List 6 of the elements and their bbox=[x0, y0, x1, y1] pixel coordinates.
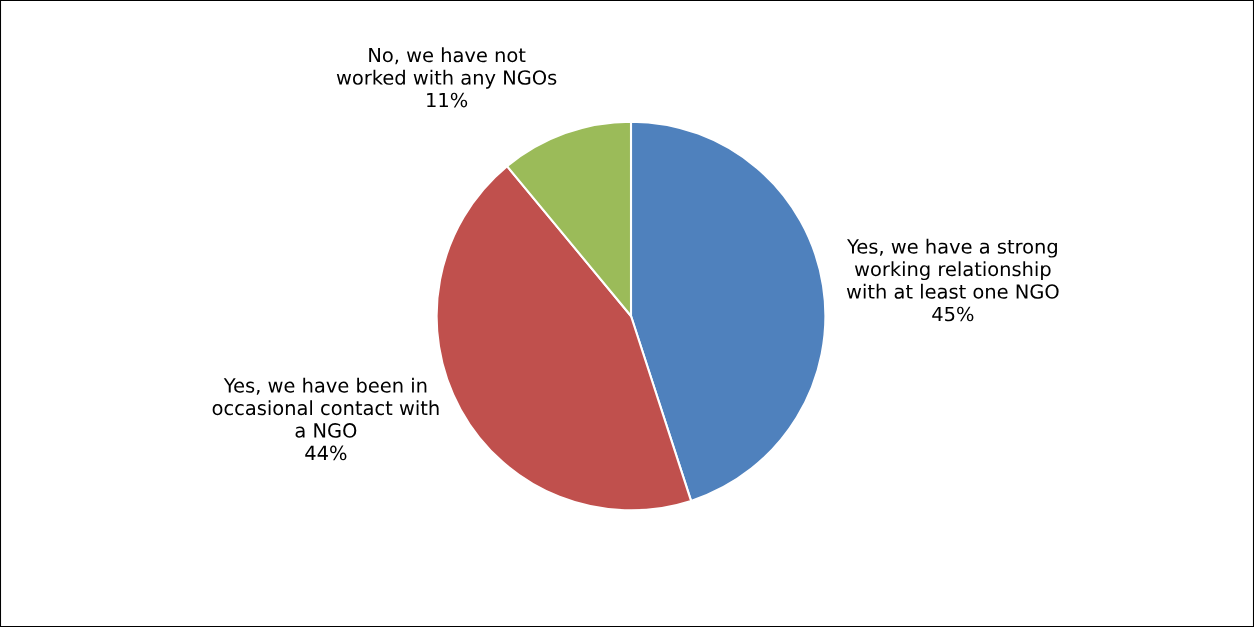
data-label: 45% bbox=[932, 306, 974, 322]
data-label: 11% bbox=[427, 92, 468, 108]
data-label: 44% bbox=[305, 445, 347, 461]
slice-label: Yes, we have a strong working relationship with at least one NGO bbox=[846, 238, 1059, 299]
slice-label: No, we have not worked with any NGOs bbox=[336, 47, 557, 89]
slice-label: Yes, we have been in occasional contact with a NGO bbox=[212, 377, 439, 438]
